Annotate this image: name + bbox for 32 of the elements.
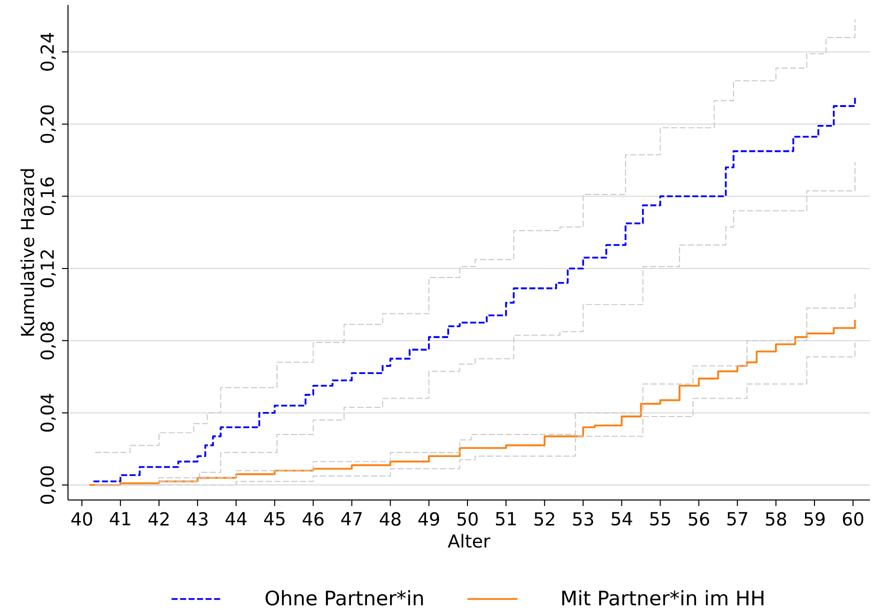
x-tick-label: 44: [226, 512, 247, 526]
x-tick-label: 49: [418, 512, 440, 526]
legend-label: Ohne Partner*in: [266, 590, 423, 606]
x-tick-label: 53: [573, 512, 594, 526]
y-tick-label: 0,00: [40, 466, 56, 504]
x-axis-title: Alter: [448, 534, 490, 548]
x-tick-label: 51: [496, 512, 516, 526]
x-tick-label: 47: [341, 512, 362, 526]
x-tick-label: 52: [534, 512, 554, 526]
x-tick-label: 58: [766, 512, 786, 526]
y-tick-label: 0,04: [40, 394, 56, 432]
x-tick-label: 60: [842, 512, 864, 526]
x-tick-label: 50: [457, 512, 478, 526]
y-tick-label: 0,16: [40, 177, 56, 216]
x-tick-label: 59: [804, 512, 825, 526]
y-tick-label: 0,08: [40, 322, 56, 360]
x-tick-label: 56: [688, 512, 710, 526]
x-tick-label: 54: [612, 512, 632, 526]
x-tick-label: 48: [380, 512, 401, 526]
x-tick-label: 42: [148, 512, 169, 526]
x-tick-label: 45: [264, 512, 285, 526]
y-tick-label: 0,24: [40, 32, 56, 71]
x-tick-label: 46: [302, 512, 324, 526]
x-tick-label: 43: [187, 512, 208, 526]
y-axis-title: Kumulative Hazard: [20, 169, 34, 336]
x-tick-label: 57: [727, 512, 748, 526]
x-tick-label: 41: [110, 512, 130, 526]
y-tick-label: 0,12: [40, 250, 56, 288]
x-tick-label: 40: [71, 512, 92, 526]
x-tick-label: 55: [650, 512, 670, 526]
y-tick-label: 0,20: [40, 105, 56, 143]
legend-label: Mit Partner*in im HH: [562, 590, 764, 606]
